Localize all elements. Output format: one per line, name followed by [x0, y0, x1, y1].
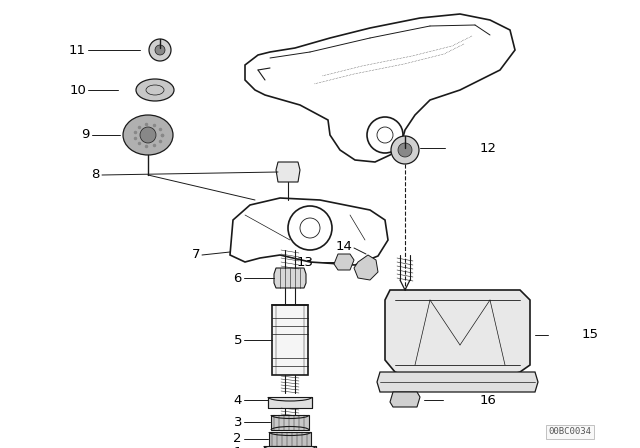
Polygon shape	[269, 432, 311, 446]
Text: 7: 7	[191, 249, 200, 262]
Polygon shape	[334, 254, 354, 270]
Circle shape	[391, 136, 419, 164]
Text: 00BC0034: 00BC0034	[548, 427, 591, 436]
Ellipse shape	[123, 115, 173, 155]
Polygon shape	[354, 255, 378, 280]
Polygon shape	[272, 305, 308, 375]
Circle shape	[155, 45, 165, 55]
Polygon shape	[276, 162, 300, 182]
Circle shape	[149, 39, 171, 61]
Text: 4: 4	[234, 393, 242, 406]
Text: 14: 14	[335, 240, 352, 253]
Polygon shape	[271, 415, 309, 430]
Polygon shape	[377, 372, 538, 392]
Circle shape	[398, 143, 412, 157]
Text: 12: 12	[480, 142, 497, 155]
Polygon shape	[264, 446, 316, 448]
Circle shape	[140, 127, 156, 143]
Text: 9: 9	[82, 129, 90, 142]
Text: 16: 16	[480, 393, 497, 406]
Text: 11: 11	[69, 43, 86, 56]
Text: 2: 2	[234, 432, 242, 445]
Polygon shape	[268, 397, 312, 408]
Text: 3: 3	[234, 415, 242, 428]
Polygon shape	[390, 392, 420, 407]
Text: 10: 10	[69, 83, 86, 96]
Text: 1: 1	[234, 447, 242, 448]
Polygon shape	[274, 268, 306, 288]
Text: 5: 5	[234, 333, 242, 346]
Text: 13: 13	[297, 255, 314, 268]
Text: 6: 6	[234, 271, 242, 284]
Polygon shape	[385, 290, 530, 378]
Ellipse shape	[136, 79, 174, 101]
Text: 8: 8	[92, 168, 100, 181]
Text: 15: 15	[582, 328, 599, 341]
